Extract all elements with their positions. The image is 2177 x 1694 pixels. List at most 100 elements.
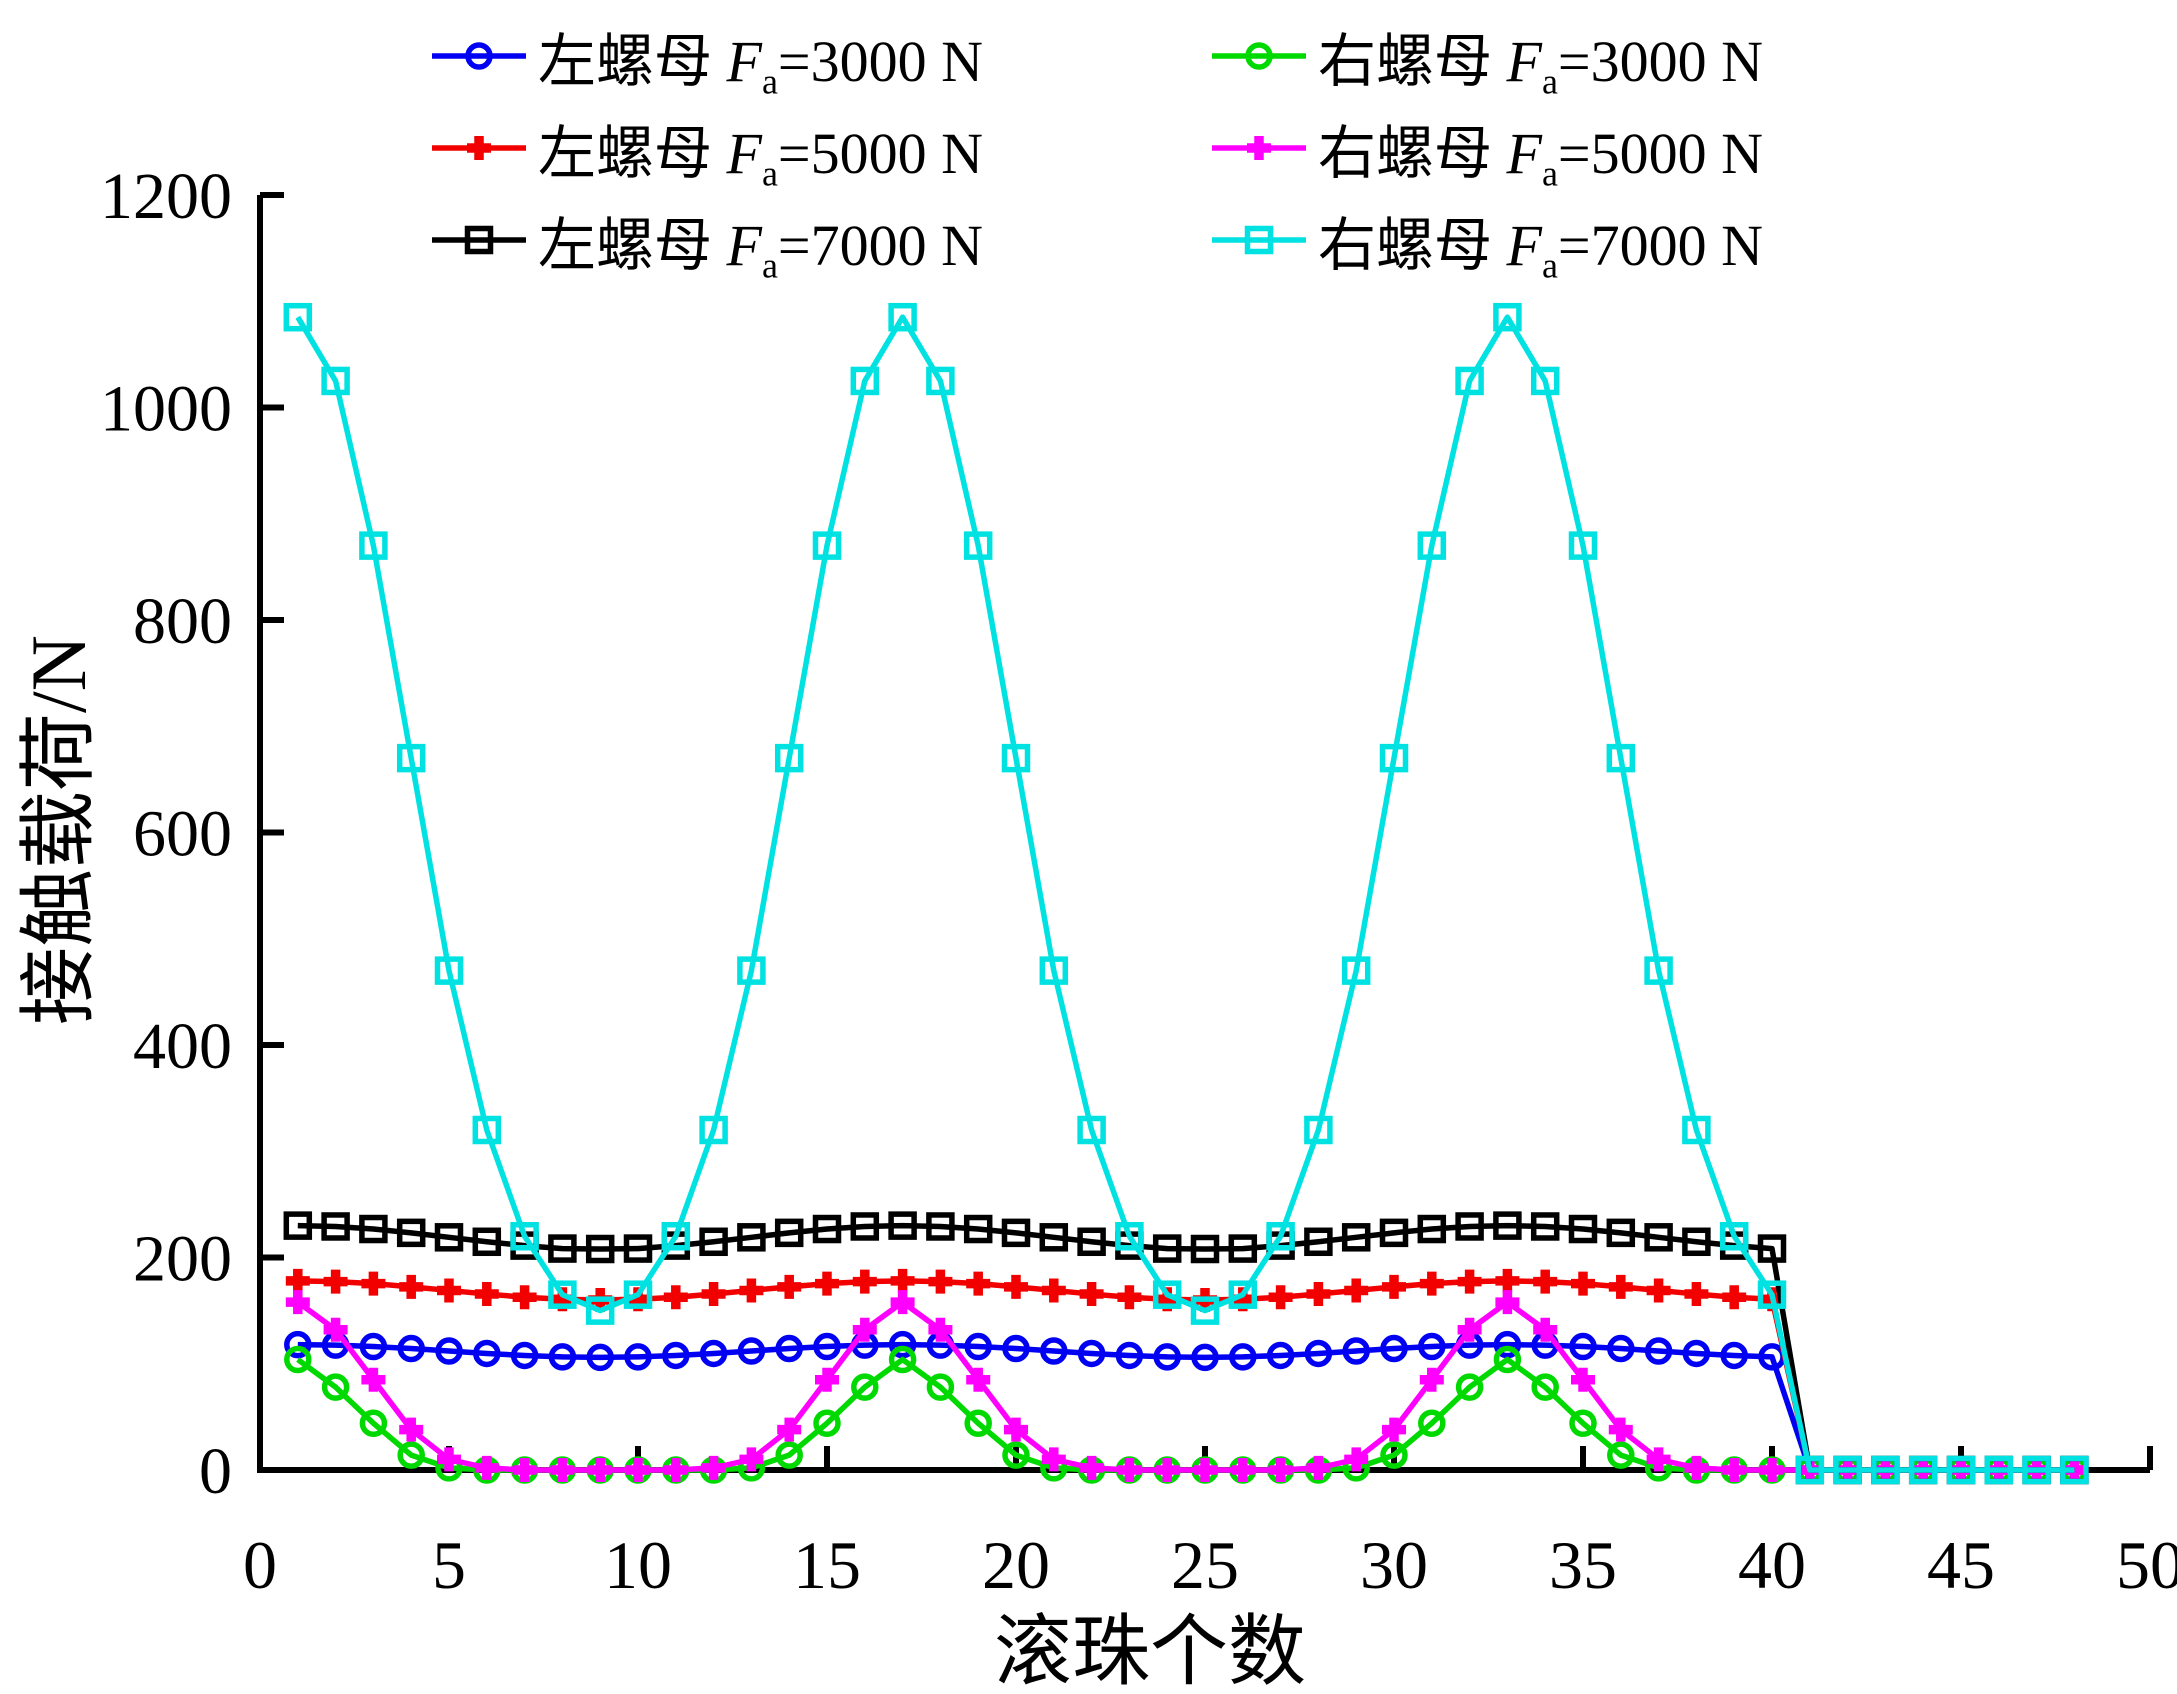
circle-marker [1720,1341,1748,1370]
square-marker [472,1115,502,1145]
square-marker [1908,1455,1938,1485]
circle-marker [1644,1337,1673,1365]
plus-marker [928,1269,953,1294]
circle-marker [465,42,493,70]
y-axis-label: 接触载荷/N [15,634,102,1026]
plus-marker [512,1285,537,1310]
plus-marker [437,1278,461,1303]
square-marker [2060,1455,2089,1485]
circle-marker [1153,1343,1181,1371]
square-marker [888,302,917,332]
plus-marker [1344,1278,1369,1303]
plus-marker [663,1458,688,1482]
y-tick-label: 400 [133,1010,232,1083]
plus-marker [1079,1455,1104,1480]
plus-marker [399,1274,424,1299]
legend-label: 左螺母 Fa=3000 N [538,29,984,102]
square-marker [1417,1214,1447,1244]
x-tick-label: 30 [1360,1527,1428,1603]
square-marker [1719,1222,1749,1251]
square-marker [283,1211,313,1240]
square-marker [1606,743,1636,773]
y-tick-label: 1200 [100,160,232,233]
square-marker [1530,1212,1560,1241]
square-marker [850,366,880,396]
square-marker [1606,1218,1636,1248]
square-marker [1946,1455,1976,1485]
legend-item-左螺母-3000N: 左螺母 Fa=3000 N [430,12,1210,100]
plus-marker [474,1282,499,1307]
circle-marker [888,1330,917,1359]
square-marker [926,366,955,396]
circle-marker [359,1409,388,1437]
plus-marker [361,1271,386,1296]
square-marker [1455,1212,1484,1241]
series-line [295,314,2075,1473]
circle-marker [397,1334,425,1363]
plus-marker [701,1282,726,1307]
plus-marker [890,1290,915,1315]
circle-marker [1380,1334,1408,1363]
plus-marker [1306,1282,1331,1307]
axis-lines [257,195,2150,1473]
series-右螺母-5000N [285,1290,2087,1482]
square-marker [1833,1455,1862,1485]
plus-marker [1247,136,1271,160]
circle-marker [284,1345,312,1374]
plus-marker [1684,1455,1709,1480]
plus-marker [966,1367,991,1392]
circle-marker [1304,1339,1333,1368]
plus-marker [361,1367,386,1392]
legend-item-左螺母-7000N: 左螺母 Fa=7000 N [430,196,1210,284]
square-legend-marker-icon [1212,225,1306,255]
circle-marker [624,1343,652,1371]
circle-marker [1040,1337,1068,1365]
plus-marker [1608,1274,1633,1299]
plus-marker [437,1447,461,1472]
plus-marker [1457,1317,1482,1342]
x-tick-label: 10 [604,1527,672,1603]
square-marker [963,1214,993,1244]
legend-item-左螺母-5000N: 左螺母 Fa=5000 N [430,104,1210,192]
square-marker [1341,1223,1371,1252]
series-line [297,1341,2075,1473]
y-tick-label: 800 [133,585,232,658]
plus-marker [852,1317,877,1342]
square-marker [661,1222,691,1251]
x-tick-label: 50 [2116,1527,2177,1603]
square-marker [1984,1455,2014,1485]
plus-marker [815,1271,839,1296]
square-marker [774,743,804,773]
square-marker [699,1115,728,1145]
circle-marker [1418,1409,1446,1437]
plus-marker [550,1458,575,1482]
plus-marker [1722,1285,1747,1310]
circle-marker [473,1339,501,1368]
x-tick-label: 0 [243,1527,277,1603]
circle-marker [926,1373,955,1401]
square-marker [1455,366,1484,396]
series-右螺母-7000N [283,302,2089,1485]
square-marker [1244,225,1274,255]
square-marker [1568,1214,1598,1244]
plus-marker [1722,1458,1747,1482]
x-tick-label: 5 [432,1527,466,1603]
plus-marker [1571,1367,1595,1392]
plus-marker [467,136,491,160]
plus-marker [1041,1278,1066,1303]
square-marker [1644,956,1673,985]
plus-marker [1646,1278,1671,1303]
circle-marker [662,1341,690,1370]
plus-marker [285,1290,310,1315]
circle-marker [737,1337,766,1365]
square-marker [434,1223,464,1252]
circle-marker [775,1441,803,1469]
plus-marker [1684,1282,1709,1307]
circle-marker [1607,1334,1635,1363]
plus-marker [323,1269,348,1294]
square-marker [1871,1455,1900,1485]
square-marker [1228,1280,1258,1309]
square-marker [1341,956,1371,985]
axes: 0 200 400 600 800 1000 1200 0 5 10 15 20 25 30 35 40 45 5… [100,160,2177,1603]
circle-marker [1455,1373,1484,1401]
